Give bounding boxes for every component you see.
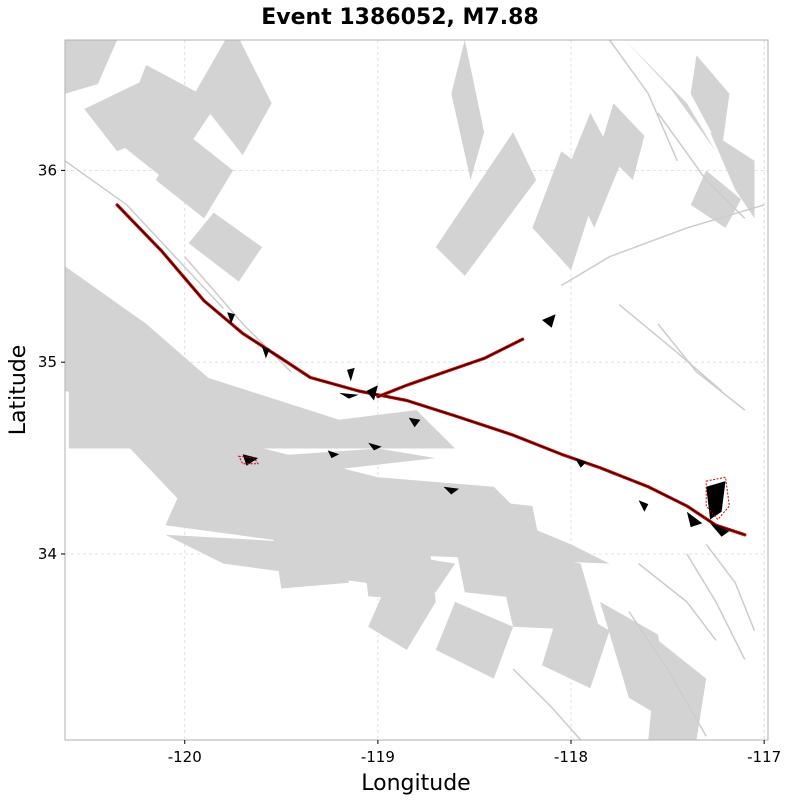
fault-patch-23 <box>493 544 600 631</box>
fault-trace-8 <box>686 553 746 660</box>
fault-trace-3 <box>608 40 678 162</box>
fault-patch-7 <box>435 132 537 276</box>
fault-patch-4 <box>188 212 262 282</box>
fault-patch-24 <box>542 601 610 689</box>
y-axis-label: Latitude <box>6 345 31 436</box>
fault-patch-14 <box>710 132 755 219</box>
y-tick-label-2: 36 <box>38 161 57 179</box>
slip-patch-2 <box>347 367 355 382</box>
fault-patch-20 <box>271 515 349 589</box>
x-tick-label-0: -120 <box>168 748 202 766</box>
hypocenter-outlines <box>237 455 730 521</box>
slip-patch-15 <box>339 392 359 399</box>
slip-patch-13 <box>710 523 730 537</box>
fault-patch-26 <box>648 640 707 740</box>
hypocenter-outline-1 <box>705 476 730 521</box>
fault-trace-0 <box>65 160 224 310</box>
slip-patch-1 <box>262 346 270 359</box>
slip-patch-3 <box>366 385 378 401</box>
fault-trace-2 <box>560 204 765 287</box>
fault-trace-11 <box>638 563 717 641</box>
fault-patch-28 <box>368 582 436 650</box>
plot-frame <box>64 39 769 741</box>
rupture-branch-inner <box>377 338 524 398</box>
fault-patch-3 <box>155 132 233 219</box>
slip-patch-10 <box>706 481 726 520</box>
slip-patch-0 <box>227 312 235 324</box>
fault-patch-12 <box>690 55 730 152</box>
fault-traces <box>65 40 765 740</box>
fault-trace-7 <box>705 543 756 631</box>
fault-patch-13 <box>690 170 741 228</box>
slip-patch-6 <box>368 442 382 451</box>
slip-patch-7 <box>408 417 421 428</box>
fault-patches <box>65 40 755 740</box>
y-tick-label-1: 35 <box>38 353 57 371</box>
x-tick-label-1: -119 <box>361 748 395 766</box>
fault-trace-10 <box>512 668 582 740</box>
fault-patch-10 <box>600 103 645 180</box>
rupture-traces <box>115 203 747 537</box>
fault-trace-9 <box>628 611 707 737</box>
rupture-trace-inner <box>116 204 746 536</box>
fault-trace-4 <box>657 112 746 219</box>
hypocenter-outline-0 <box>237 455 260 465</box>
slip-patch-14 <box>542 314 556 328</box>
slip-patch-5 <box>327 450 340 459</box>
x-tick-label-2: -118 <box>554 748 588 766</box>
x-tick-label-3: -117 <box>747 748 781 766</box>
chart-title: Event 1386052, M7.88 <box>261 5 538 30</box>
fault-trace-6 <box>657 323 746 411</box>
fault-patch-5 <box>194 40 272 156</box>
slip-patch-9 <box>574 458 587 468</box>
fault-patch-16 <box>68 333 456 449</box>
fault-patch-0 <box>65 40 118 94</box>
fault-patch-2 <box>117 64 218 180</box>
slip-patch-12 <box>686 511 703 528</box>
fault-patch-21 <box>358 506 436 602</box>
fault-trace-5 <box>618 304 723 392</box>
fault-patch-9 <box>567 112 620 228</box>
slip-patch-11 <box>638 500 649 512</box>
x-axis-label: Longitude <box>361 771 470 796</box>
fault-patch-27 <box>435 601 514 679</box>
fault-patch-6 <box>451 40 485 180</box>
y-tick-label-0: 34 <box>38 545 57 563</box>
slip-patch-8 <box>443 486 459 495</box>
x-axis-ticks: -120 -119 -118 -117 <box>168 740 781 766</box>
fault-patch-29 <box>223 448 436 478</box>
y-axis-ticks: 34 35 36 <box>38 161 65 563</box>
